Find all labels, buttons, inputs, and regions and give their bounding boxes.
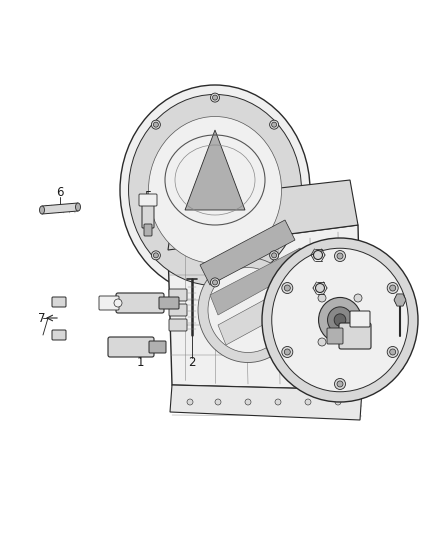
Polygon shape [185,130,245,210]
Ellipse shape [284,349,290,355]
Polygon shape [394,294,406,306]
Ellipse shape [334,314,346,326]
FancyBboxPatch shape [142,202,154,228]
Ellipse shape [211,278,219,287]
FancyBboxPatch shape [108,337,154,357]
Ellipse shape [337,381,343,387]
Ellipse shape [262,238,418,402]
Polygon shape [218,275,318,345]
Ellipse shape [114,299,122,307]
Ellipse shape [337,253,343,259]
Ellipse shape [272,253,277,258]
Ellipse shape [315,284,325,293]
Ellipse shape [272,122,277,127]
Ellipse shape [305,399,311,405]
Ellipse shape [390,349,396,355]
Ellipse shape [198,257,298,362]
Ellipse shape [387,346,398,358]
Ellipse shape [335,378,346,390]
Ellipse shape [318,338,326,346]
Text: 6: 6 [56,187,64,199]
Text: 1: 1 [136,356,144,368]
Ellipse shape [354,294,362,302]
Ellipse shape [152,120,160,129]
Ellipse shape [212,280,218,285]
Ellipse shape [211,93,219,102]
Ellipse shape [39,206,45,214]
Ellipse shape [275,399,281,405]
FancyBboxPatch shape [144,224,152,236]
Text: 7: 7 [38,311,46,325]
Ellipse shape [153,253,159,258]
Polygon shape [42,203,78,214]
Ellipse shape [282,346,293,358]
Ellipse shape [270,251,279,260]
Ellipse shape [318,297,361,343]
Ellipse shape [215,399,221,405]
FancyBboxPatch shape [139,194,157,206]
FancyBboxPatch shape [169,319,187,331]
Ellipse shape [390,285,396,291]
FancyBboxPatch shape [99,296,119,310]
Ellipse shape [354,338,362,346]
Ellipse shape [335,399,341,405]
Ellipse shape [270,120,279,129]
Text: 2: 2 [188,356,196,368]
Ellipse shape [208,268,288,352]
FancyBboxPatch shape [350,311,370,327]
Ellipse shape [335,251,346,262]
FancyBboxPatch shape [52,330,66,340]
Polygon shape [168,180,358,250]
Text: 4: 4 [341,244,349,256]
Ellipse shape [314,251,322,260]
Text: 3: 3 [364,360,372,374]
Ellipse shape [395,295,405,305]
FancyBboxPatch shape [159,297,179,309]
Ellipse shape [284,285,290,291]
Polygon shape [210,248,308,315]
Ellipse shape [153,122,159,127]
Ellipse shape [212,95,218,100]
Polygon shape [170,385,362,420]
FancyBboxPatch shape [339,323,371,349]
Ellipse shape [318,294,326,302]
Ellipse shape [128,94,301,286]
FancyBboxPatch shape [169,304,187,316]
Ellipse shape [152,251,160,260]
FancyBboxPatch shape [116,293,164,313]
Polygon shape [168,225,362,390]
Ellipse shape [245,399,251,405]
Polygon shape [200,220,295,285]
Ellipse shape [387,282,398,294]
Ellipse shape [328,307,353,333]
FancyBboxPatch shape [149,341,166,353]
Ellipse shape [187,399,193,405]
FancyBboxPatch shape [327,328,343,344]
Ellipse shape [282,282,293,294]
Text: 5: 5 [144,190,152,204]
Text: 8: 8 [396,360,404,374]
Ellipse shape [120,85,310,295]
Ellipse shape [75,203,81,211]
FancyBboxPatch shape [169,289,187,301]
Ellipse shape [272,248,408,392]
Ellipse shape [148,117,282,263]
FancyBboxPatch shape [52,297,66,307]
